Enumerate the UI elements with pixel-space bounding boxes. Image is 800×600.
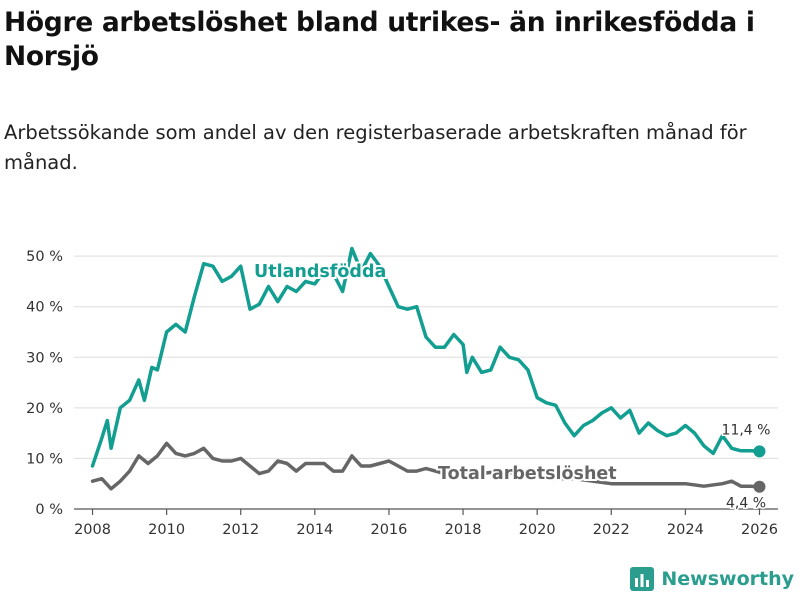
end-label-utlandsfodda: 11,4 % (722, 422, 771, 438)
y-tick-label: 0 % (35, 502, 63, 518)
y-tick-label: 10 % (26, 451, 63, 467)
x-tick-label: 2026 (741, 522, 778, 538)
endpoint-marker-total (753, 480, 766, 493)
x-tick-label: 2024 (667, 522, 704, 538)
label-layer: Utlandsfödda Total arbetslöshet 11,4 % 4,4 … (252, 260, 772, 513)
logo-text: Newsworthy (661, 568, 794, 590)
series-line-utlandsfodda (90, 246, 762, 468)
newsworthy-logo[interactable]: Newsworthy (629, 566, 794, 592)
x-tick-label: 2014 (296, 522, 333, 538)
series-line-total (90, 441, 762, 491)
series-label-utlandsfodda: Utlandsfödda (254, 262, 386, 282)
y-tick-label: 30 % (26, 350, 63, 366)
x-tick-label: 2016 (370, 522, 407, 538)
bar-chart-logo-icon (630, 567, 655, 591)
x-tick-label: 2010 (148, 522, 185, 538)
x-tick-label: 2012 (222, 522, 259, 538)
y-tick-label: 40 % (26, 300, 63, 316)
x-tick-label: 2008 (74, 522, 111, 538)
series-label-total: Total arbetslöshet (438, 464, 617, 484)
y-tick-label: 20 % (26, 401, 63, 417)
grid-layer: 0 % 10 % 20 % 30 % 40 % 50 % 2008 2010 2012 2014 2… (26, 249, 778, 538)
series-layer (90, 246, 766, 493)
chart-title: Högre arbetslöshet bland utrikes- än inr… (4, 7, 755, 72)
x-tick-label: 2020 (519, 522, 556, 538)
endpoint-marker-utlandsfodda (753, 445, 766, 458)
y-tick-label: 50 % (26, 249, 63, 265)
x-tick-label: 2018 (445, 522, 482, 538)
x-tick-label: 2022 (593, 522, 630, 538)
chart-subtitle: Arbetssökande som andel av den registerb… (4, 121, 747, 174)
end-label-total: 4,4 % (726, 496, 766, 512)
